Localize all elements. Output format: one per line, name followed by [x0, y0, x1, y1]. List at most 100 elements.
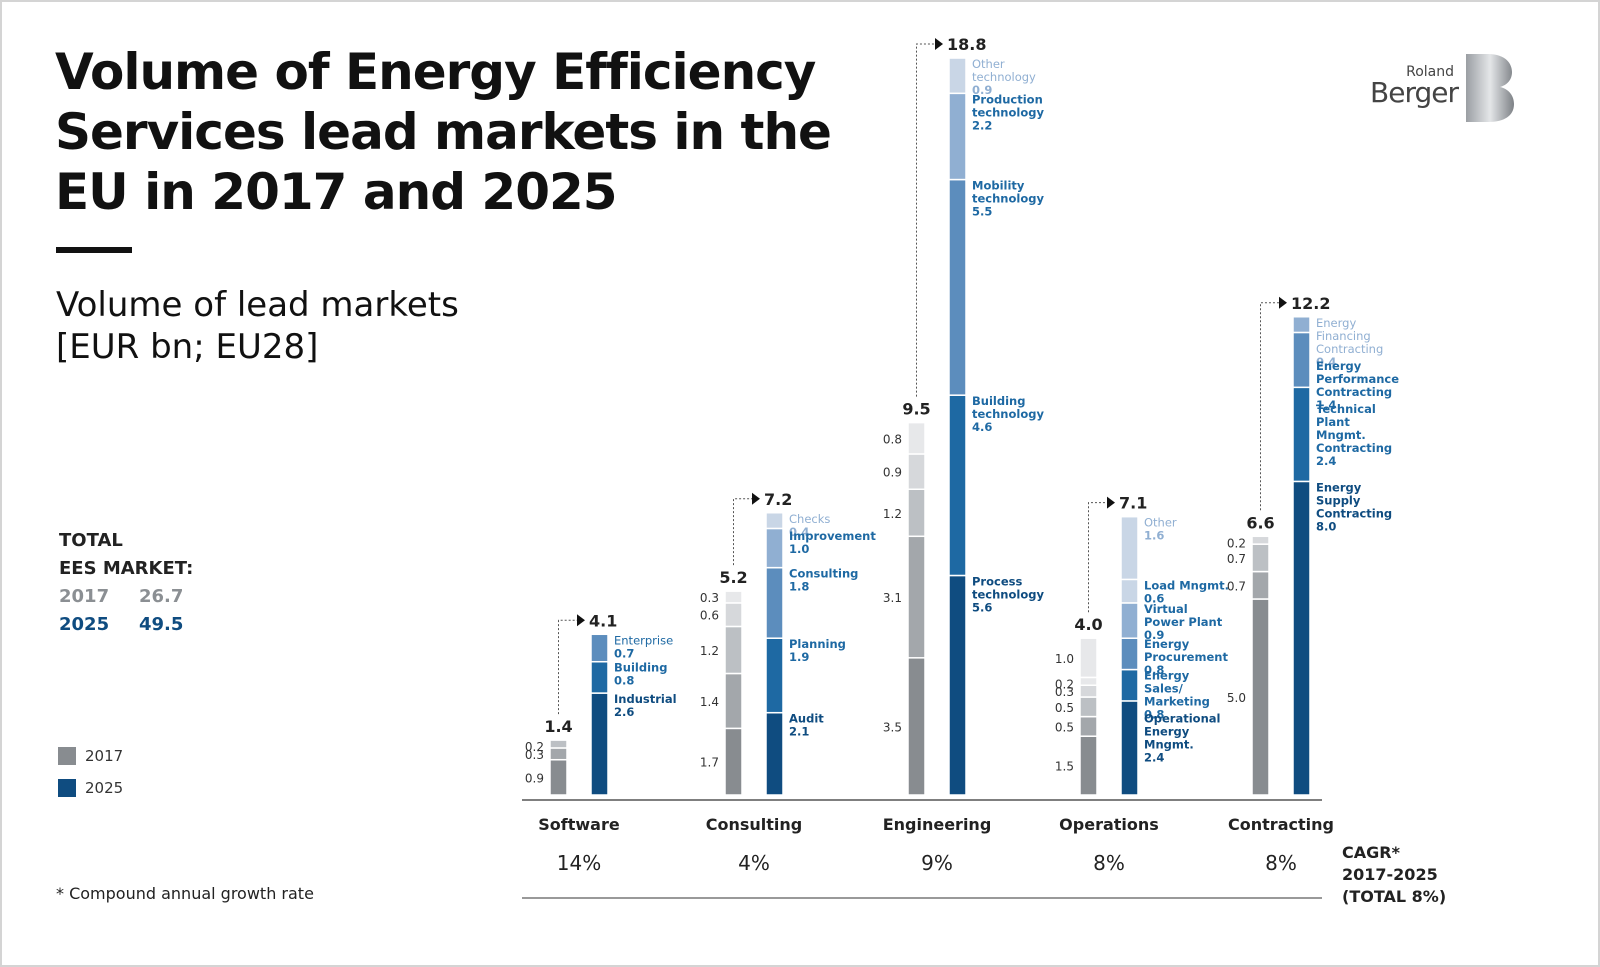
- bar-2025-engineering-seg-1: [948, 394, 967, 577]
- cagr-value-software: 14%: [557, 851, 601, 875]
- cagr-value-contracting: 8%: [1265, 851, 1297, 875]
- label-2025-operations-seg-0-line-3: 2.4: [1144, 751, 1164, 765]
- total-2017-contracting: 6.6: [1246, 513, 1274, 532]
- title-underline: [56, 247, 132, 253]
- label-2017-contracting-seg-0: 5.0: [1227, 691, 1246, 705]
- bar-2025-engineering-seg-4: [948, 57, 967, 95]
- label-2025-contracting-seg-1-line-1: Plant: [1316, 415, 1350, 429]
- label-2017-consulting-seg-2: 1.2: [700, 644, 719, 658]
- label-2025-operations-seg-1-line-0: Energy: [1144, 669, 1190, 683]
- label-2025-engineering-seg-3-line-2: 2.2: [972, 118, 992, 132]
- total-market-box: TOTAL EES MARKET: 2017 26.7 2025 49.5: [59, 527, 193, 639]
- label-2017-contracting-seg-3: 0.2: [1227, 536, 1246, 550]
- legend-item-2017: 2017: [58, 740, 123, 772]
- label-2025-engineering-seg-4-line-1: technology: [972, 70, 1036, 84]
- total-row-2017: 2017 26.7: [59, 583, 193, 611]
- legend-swatch-2017: [58, 747, 76, 765]
- label-2025-engineering-seg-1-line-1: technology: [972, 407, 1044, 421]
- bar-2025-contracting-seg-0: [1292, 480, 1311, 796]
- bar-2025-engineering-seg-0: [948, 574, 967, 796]
- label-2017-engineering-seg-2: 1.2: [883, 507, 902, 521]
- cagr-value-operations: 8%: [1093, 851, 1125, 875]
- label-2025-operations-seg-1-line-2: Marketing: [1144, 695, 1210, 709]
- label-2025-contracting-seg-1-line-4: 2.4: [1316, 454, 1336, 468]
- label-2025-operations-seg-0-line-1: Energy: [1144, 725, 1190, 739]
- label-2025-operations-seg-2-line-0: Energy: [1144, 637, 1190, 651]
- label-2025-engineering-seg-1-line-2: 4.6: [972, 420, 992, 434]
- bar-2017-operations-seg-1: [1079, 715, 1098, 737]
- legend-label-2025: 2025: [85, 779, 124, 797]
- label-2025-engineering-seg-0-line-2: 5.6: [972, 600, 992, 614]
- label-2025-engineering-seg-4-line-2: 0.9: [972, 83, 992, 97]
- label-2025-software-seg-1-line-0: Building: [614, 661, 667, 675]
- total-value-2017: 26.7: [139, 586, 184, 607]
- label-2025-engineering-seg-2-line-0: Mobility: [972, 179, 1025, 193]
- bar-2025-consulting-seg-3: [765, 527, 784, 569]
- bar-2025-operations-seg-2: [1120, 637, 1139, 671]
- label-2025-operations-seg-1-line-1: Sales/: [1144, 682, 1184, 696]
- label-2017-engineering-seg-4: 0.8: [883, 432, 902, 446]
- category-label-operations: Operations: [1059, 815, 1159, 834]
- bar-2017-operations-seg-2: [1079, 696, 1098, 718]
- cagr-value-engineering: 9%: [921, 851, 953, 875]
- label-2017-contracting-seg-2: 0.7: [1227, 552, 1246, 566]
- label-2025-contracting-seg-2-line-3: 1.4: [1316, 398, 1336, 412]
- subtitle-line-2: [EUR bn; EU28]: [56, 327, 319, 367]
- label-2025-consulting-seg-0-line-0: Audit: [789, 712, 824, 726]
- bar-2025-operations-seg-1: [1120, 668, 1139, 702]
- label-2025-contracting-seg-0-line-2: Contracting: [1316, 506, 1392, 520]
- bar-2017-engineering-seg-4: [907, 421, 926, 455]
- total-2025-engineering: 18.8: [947, 35, 986, 54]
- bar-2017-software-seg-1: [549, 747, 568, 761]
- total-2025-software: 4.1: [589, 611, 617, 630]
- bar-2017-engineering-seg-1: [907, 535, 926, 659]
- growth-connector-consulting: [733, 498, 752, 566]
- title-line-3: EU in 2017 and 2025: [55, 163, 618, 221]
- label-2017-consulting-seg-0: 1.7: [700, 756, 719, 770]
- label-2025-software-seg-0-line-1: 2.6: [614, 705, 634, 719]
- label-2017-operations-seg-0: 1.5: [1055, 760, 1074, 774]
- label-2025-contracting-seg-3-line-0: Energy: [1316, 316, 1356, 330]
- label-2025-contracting-seg-1-line-0: Technical: [1316, 402, 1376, 416]
- total-value-2025: 49.5: [139, 614, 184, 635]
- bar-2025-operations-seg-4: [1120, 578, 1139, 604]
- total-2017-operations: 4.0: [1074, 615, 1102, 634]
- bar-2017-engineering-seg-2: [907, 488, 926, 538]
- label-2025-operations-seg-3-line-0: Virtual: [1144, 602, 1188, 616]
- label-2017-engineering-seg-3: 0.9: [883, 466, 902, 480]
- label-2025-operations-seg-4-line-1: 0.6: [1144, 591, 1164, 605]
- bar-2025-contracting-seg-2: [1292, 331, 1311, 389]
- bar-2025-contracting-seg-1: [1292, 386, 1311, 483]
- label-2025-operations-seg-3-line-2: 0.9: [1144, 628, 1164, 642]
- label-2017-consulting-seg-1: 1.4: [700, 695, 719, 709]
- cagr-label-line-3: (TOTAL 8%): [1342, 887, 1447, 906]
- logo-b-mark-icon: [1466, 54, 1514, 122]
- label-2017-consulting-seg-4: 0.3: [700, 591, 719, 605]
- bar-2017-contracting-seg-3: [1251, 535, 1270, 545]
- growth-arrow-icon-consulting: [752, 492, 760, 505]
- bar-2025-operations-seg-3: [1120, 602, 1139, 639]
- logo-text-berger: Berger: [1370, 76, 1459, 109]
- label-2025-contracting-seg-0-line-3: 8.0: [1316, 519, 1336, 533]
- label-2025-contracting-seg-0-line-0: Energy: [1316, 480, 1362, 494]
- label-2025-software-seg-1-line-1: 0.8: [614, 674, 634, 688]
- bar-2017-consulting-seg-4: [724, 590, 743, 604]
- total-2017-software: 1.4: [544, 717, 572, 736]
- label-2017-contracting-seg-1: 0.7: [1227, 579, 1246, 593]
- cagr-label-line-2: 2017-2025: [1342, 865, 1438, 884]
- label-2025-consulting-seg-1-line-0: Planning: [789, 637, 846, 651]
- growth-arrow-icon-software: [577, 614, 585, 627]
- label-2025-consulting-seg-3-line-0: Improvement: [789, 529, 876, 543]
- label-2025-engineering-seg-3-line-1: technology: [972, 105, 1044, 119]
- label-2025-consulting-seg-2-line-0: Consulting: [789, 567, 858, 581]
- bar-2017-engineering-seg-0: [907, 657, 926, 796]
- title-line-1: Volume of Energy Efficiency: [55, 43, 816, 101]
- bar-2017-software-seg-2: [549, 739, 568, 749]
- label-2025-operations-seg-1-line-3: 0.8: [1144, 708, 1164, 722]
- cagr-label-line-1: CAGR*: [1342, 843, 1400, 862]
- bar-2025-contracting-seg-3: [1292, 316, 1311, 334]
- label-2025-engineering-seg-0-line-1: technology: [972, 587, 1044, 601]
- label-2025-contracting-seg-1-line-2: Mngmt.: [1316, 428, 1366, 442]
- label-2017-software-seg-1: 0.3: [525, 748, 544, 762]
